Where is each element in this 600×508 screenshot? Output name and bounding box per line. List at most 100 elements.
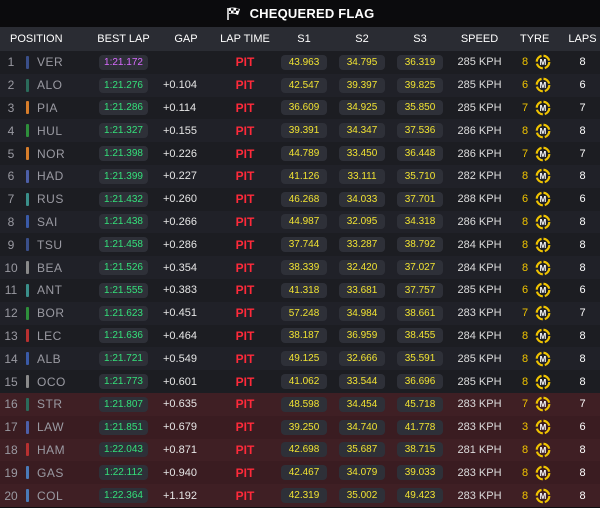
laps-cell: 7 (565, 97, 600, 120)
header-laps[interactable]: LAPS (568, 33, 597, 45)
position-cell: 18 HAM (0, 439, 90, 462)
sector-1-time: 42.547 (281, 77, 327, 93)
s3-cell: 38.455 (391, 325, 449, 348)
speed-value: 288 KPH (457, 193, 502, 206)
header-position[interactable]: POSITION (10, 33, 63, 45)
sector-1-time: 41.062 (281, 374, 327, 390)
tyre-compound-label: M (540, 104, 547, 113)
speed-cell: 284 KPH (449, 256, 510, 279)
table-row[interactable]: 5 NOR 1:21.398 +0.226 PIT 44.789 33.450 36.448 2… (0, 142, 600, 165)
speed-cell: 286 KPH (449, 119, 510, 142)
table-row[interactable]: 4 HUL 1:21.327 +0.155 PIT 39.391 34.347 37.536 2… (0, 119, 600, 143)
medium-tyre-icon: M (535, 214, 551, 230)
best-lap-time: 1:21.555 (99, 282, 148, 298)
header-lap-time[interactable]: LAP TIME (220, 33, 270, 45)
sector-2-time: 34.347 (339, 123, 385, 139)
pit-status: PIT (235, 55, 255, 70)
tyre-age: 8 (521, 238, 529, 251)
table-row[interactable]: 3 PIA 1:21.286 +0.114 PIT 36.609 34.925 35.850 2… (0, 96, 600, 120)
position-number: 4 (7, 123, 15, 138)
sector-1-time: 36.609 (281, 100, 327, 116)
best-lap-time: 1:21.851 (99, 419, 148, 435)
tyre-compound-label: M (540, 446, 547, 455)
gap-value: +0.104 (163, 79, 197, 92)
tyre-age: 8 (521, 489, 529, 502)
gap-cell: +1.192 (157, 484, 215, 507)
driver-code: COL (37, 488, 64, 503)
header-s1[interactable]: S1 (297, 33, 311, 45)
table-row[interactable]: 13 LEC 1:21.636 +0.464 PIT 38.187 36.959 38.455… (0, 324, 600, 348)
lap-time-cell: PIT (215, 211, 275, 234)
team-color-bar (26, 283, 29, 297)
speed-value: 285 KPH (457, 375, 502, 388)
s3-cell: 36.696 (391, 370, 449, 393)
sector-1-time: 39.391 (281, 123, 327, 139)
tyre-compound-label: M (540, 469, 547, 478)
tyre-age: 6 (521, 79, 529, 92)
pit-status: PIT (235, 465, 255, 480)
header-s3[interactable]: S3 (413, 33, 427, 45)
tyre-age: 7 (521, 307, 529, 320)
table-row[interactable]: 10 BEA 1:21.526 +0.354 PIT 38.339 32.420 37.027… (0, 256, 600, 279)
best-lap-time: 1:22.112 (99, 465, 148, 481)
lap-time-cell: PIT (215, 347, 275, 370)
speed-cell: 285 KPH (449, 97, 510, 120)
table-row[interactable]: 6 HAD 1:21.399 +0.227 PIT 41.126 33.111 35.710 2… (0, 164, 600, 188)
position-cell: 1 VER (0, 51, 90, 74)
header-speed[interactable]: SPEED (460, 33, 499, 45)
table-row[interactable]: 8 SAI 1:21.438 +0.266 PIT 44.987 32.095 34.318 2… (0, 210, 600, 234)
gap-value: +0.871 (163, 443, 197, 456)
laps-cell: 8 (565, 51, 600, 74)
s1-cell: 41.126 (275, 165, 333, 188)
s3-cell: 37.027 (391, 256, 449, 279)
laps-cell: 8 (565, 484, 600, 507)
speed-value: 285 KPH (457, 284, 502, 297)
pit-status: PIT (235, 374, 255, 389)
header-s2[interactable]: S2 (355, 33, 369, 45)
table-row[interactable]: 12 BOR 1:21.623 +0.451 PIT 57.248 34.984 38.661… (0, 301, 600, 325)
sector-2-time: 35.002 (339, 488, 385, 504)
gap-value: +0.549 (163, 352, 197, 365)
laps-cell: 6 (565, 279, 600, 302)
position-cell: 10 BEA (0, 256, 90, 279)
table-row[interactable]: 1 VER 1:21.172 PIT 43.963 34.795 36.319 285 KPH… (0, 51, 600, 74)
header-tyre[interactable]: TYRE (520, 33, 550, 45)
tyre-compound-label: M (540, 400, 547, 409)
medium-tyre-icon: M (535, 305, 551, 321)
laps-value: 7 (579, 101, 586, 114)
best-lap-cell: 1:21.327 (90, 119, 157, 142)
tyre-compound-label: M (540, 309, 547, 318)
position-cell: 11 ANT (0, 279, 90, 302)
s3-cell: 45.718 (391, 393, 449, 416)
table-row[interactable]: 14 ALB 1:21.721 +0.549 PIT 49.125 32.666 35.591… (0, 347, 600, 371)
best-lap-time: 1:21.172 (99, 54, 148, 70)
table-row[interactable]: 9 TSU 1:21.458 +0.286 PIT 37.744 33.287 38.792 2… (0, 233, 600, 257)
s2-cell: 32.095 (333, 211, 391, 234)
position-cell: 14 ALB (0, 347, 90, 370)
table-row[interactable]: 7 RUS 1:21.432 +0.260 PIT 46.268 34.033 37.701 2… (0, 187, 600, 211)
table-row[interactable]: 17 LAW 1:21.851 +0.679 PIT 39.250 34.740 41.778… (0, 415, 600, 439)
header-gap[interactable]: GAP (174, 33, 198, 45)
table-row[interactable]: 16 STR 1:21.807 +0.635 PIT 48.598 34.454 45.718… (0, 392, 600, 416)
laps-cell: 7 (565, 393, 600, 416)
speed-cell: 285 KPH (449, 51, 510, 74)
s1-cell: 38.187 (275, 325, 333, 348)
table-row[interactable]: 19 GAS 1:22.112 +0.940 PIT 42.467 34.079 39.033… (0, 461, 600, 485)
header-best-lap[interactable]: BEST LAP (97, 33, 150, 45)
s1-cell: 43.963 (275, 51, 333, 74)
medium-tyre-icon: M (535, 168, 551, 184)
table-row[interactable]: 18 HAM 1:22.043 +0.871 PIT 42.698 35.687 38.715… (0, 438, 600, 462)
s1-cell: 41.062 (275, 370, 333, 393)
best-lap-time: 1:21.623 (99, 305, 148, 321)
table-row[interactable]: 11 ANT 1:21.555 +0.383 PIT 41.318 33.681 37.757… (0, 278, 600, 302)
tyre-compound-label: M (540, 492, 547, 501)
s1-cell: 49.125 (275, 347, 333, 370)
table-row[interactable]: 2 ALO 1:21.276 +0.104 PIT 42.547 39.397 39.825 2… (0, 73, 600, 97)
pit-status: PIT (235, 123, 255, 138)
table-row[interactable]: 15 OCO 1:21.773 +0.601 PIT 41.062 33.544 36.696… (0, 370, 600, 393)
laps-cell: 8 (565, 233, 600, 256)
table-row[interactable]: 20 COL 1:22.364 +1.192 PIT 42.319 35.002 49.423… (0, 484, 600, 507)
pit-status: PIT (235, 283, 255, 298)
